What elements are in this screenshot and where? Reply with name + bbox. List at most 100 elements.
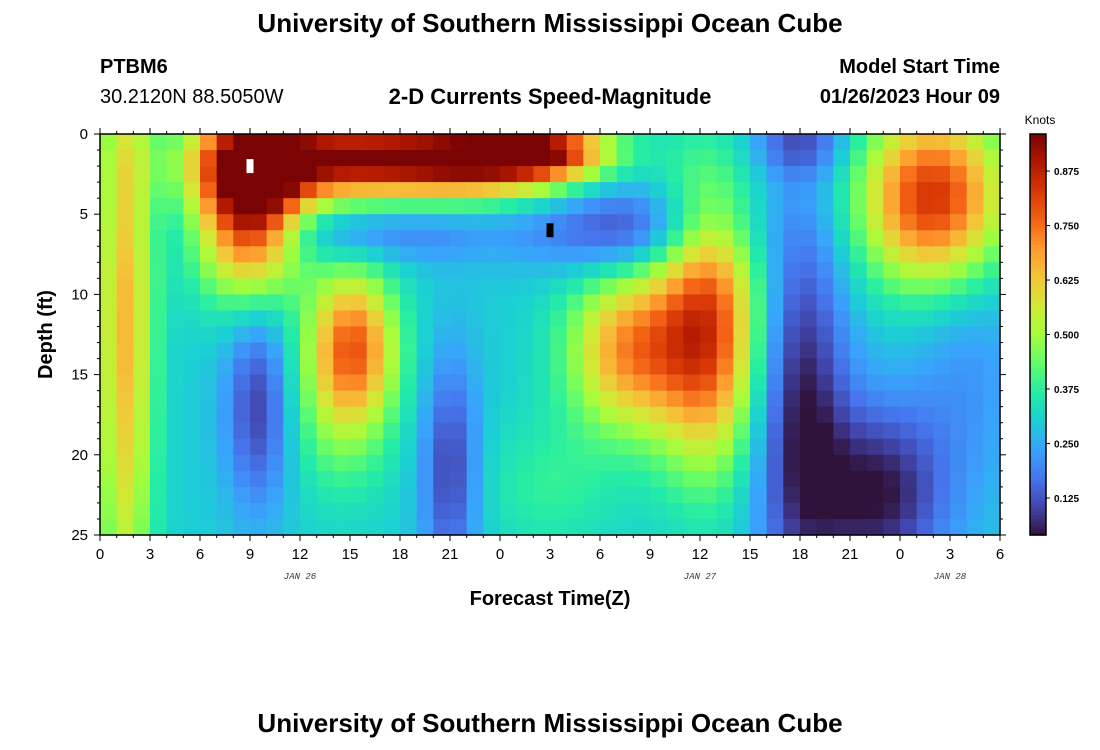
heatmap-cell (666, 310, 684, 328)
heatmap-cell (166, 518, 184, 536)
heatmap-cell (266, 150, 284, 167)
heatmap-cell (883, 182, 901, 199)
heatmap-cell (733, 374, 751, 392)
heatmap-cell (966, 246, 984, 263)
heatmap-cell (333, 406, 351, 424)
heatmap-cell (366, 278, 384, 295)
heatmap-cell (850, 310, 868, 328)
colorbar-band (1030, 478, 1046, 483)
heatmap-cell (533, 294, 551, 312)
heatmap-cell (716, 374, 734, 392)
heatmap-cell (900, 310, 918, 328)
heatmap-cell (416, 390, 434, 408)
heatmap-cell (233, 230, 251, 247)
heatmap-cell (350, 438, 368, 456)
heatmap-cell (316, 518, 334, 536)
heatmap-cell (216, 230, 234, 247)
heatmap-cell (966, 326, 984, 344)
heatmap-cell (266, 342, 284, 360)
heatmap-cell (983, 406, 1001, 424)
heatmap-cell (733, 438, 751, 456)
heatmap-cell (583, 134, 601, 151)
colorbar-band (1030, 247, 1046, 252)
colorbar-band (1030, 287, 1046, 292)
heatmap-cell (233, 294, 251, 312)
heatmap-cell (166, 294, 184, 312)
heatmap-cell (616, 278, 634, 295)
heatmap-cell (433, 326, 451, 344)
heatmap-cell (916, 182, 934, 199)
heatmap-cell (850, 230, 868, 247)
heatmap-cell (200, 214, 218, 231)
heatmap-cell (116, 374, 134, 392)
colorbar-band (1030, 411, 1046, 416)
heatmap-cell (883, 438, 901, 456)
heatmap-cell (583, 518, 601, 536)
heatmap-cell (383, 422, 401, 440)
heatmap-cell (616, 502, 634, 520)
heatmap-cell (500, 230, 518, 247)
heatmap-cell (700, 406, 718, 424)
heatmap-cell (816, 502, 834, 520)
heatmap-cell (966, 278, 984, 295)
heatmap-cell (450, 230, 468, 247)
colorbar-band (1030, 200, 1046, 205)
heatmap-cell (883, 262, 901, 279)
colorbar-band (1030, 364, 1046, 369)
heatmap-cell (683, 230, 701, 247)
heatmap-cell (366, 470, 384, 488)
heatmap-cell (566, 358, 584, 376)
heatmap-cell (416, 294, 434, 312)
heatmap-cell (100, 326, 118, 344)
heatmap-cell (133, 310, 151, 328)
heatmap-cell (216, 486, 234, 504)
x-tick-label: 18 (792, 546, 809, 563)
heatmap-cell (750, 470, 768, 488)
heatmap-cell (450, 326, 468, 344)
heatmap-cell (733, 166, 751, 183)
heatmap-cell (933, 342, 951, 360)
heatmap-cell (383, 358, 401, 376)
heatmap-cell (966, 198, 984, 215)
heatmap-cell (833, 182, 851, 199)
heatmap-cell (450, 470, 468, 488)
heatmap-cell (750, 326, 768, 344)
heatmap-cell (366, 358, 384, 376)
heatmap-cell (416, 342, 434, 360)
colorbar-band (1030, 521, 1046, 526)
heatmap-cell (466, 150, 484, 167)
heatmap-cell (250, 374, 268, 392)
heatmap-cell (950, 486, 968, 504)
heatmap-cell (383, 390, 401, 408)
heatmap-cell (616, 454, 634, 472)
heatmap-cell (466, 438, 484, 456)
heatmap-cell (183, 454, 201, 472)
heatmap-cell (683, 502, 701, 520)
heatmap-cell (883, 502, 901, 520)
heatmap-cell (583, 198, 601, 215)
heatmap-cell (983, 374, 1001, 392)
heatmap-cell (266, 278, 284, 295)
heatmap-cell (833, 502, 851, 520)
heatmap-cell (933, 518, 951, 536)
heatmap-cell (650, 310, 668, 328)
heatmap-cell (250, 486, 268, 504)
heatmap-cell (800, 454, 818, 472)
heatmap-cell (400, 342, 418, 360)
heatmap-cell (183, 230, 201, 247)
colorbar-band (1030, 344, 1046, 349)
heatmap-cell (100, 166, 118, 183)
colorbar-band (1030, 454, 1046, 459)
heatmap-cell (383, 486, 401, 504)
heatmap-cell (883, 278, 901, 295)
heatmap-cell (933, 246, 951, 263)
colorbar-band (1030, 157, 1046, 162)
heatmap-cell (350, 182, 368, 199)
heatmap-cell (983, 150, 1001, 167)
heatmap-cell (533, 358, 551, 376)
heatmap-cell (500, 438, 518, 456)
heatmap-cell (133, 246, 151, 263)
colorbar-tick-label: 0.125 (1054, 494, 1079, 505)
heatmap-cell (416, 486, 434, 504)
heatmap-cell (400, 438, 418, 456)
